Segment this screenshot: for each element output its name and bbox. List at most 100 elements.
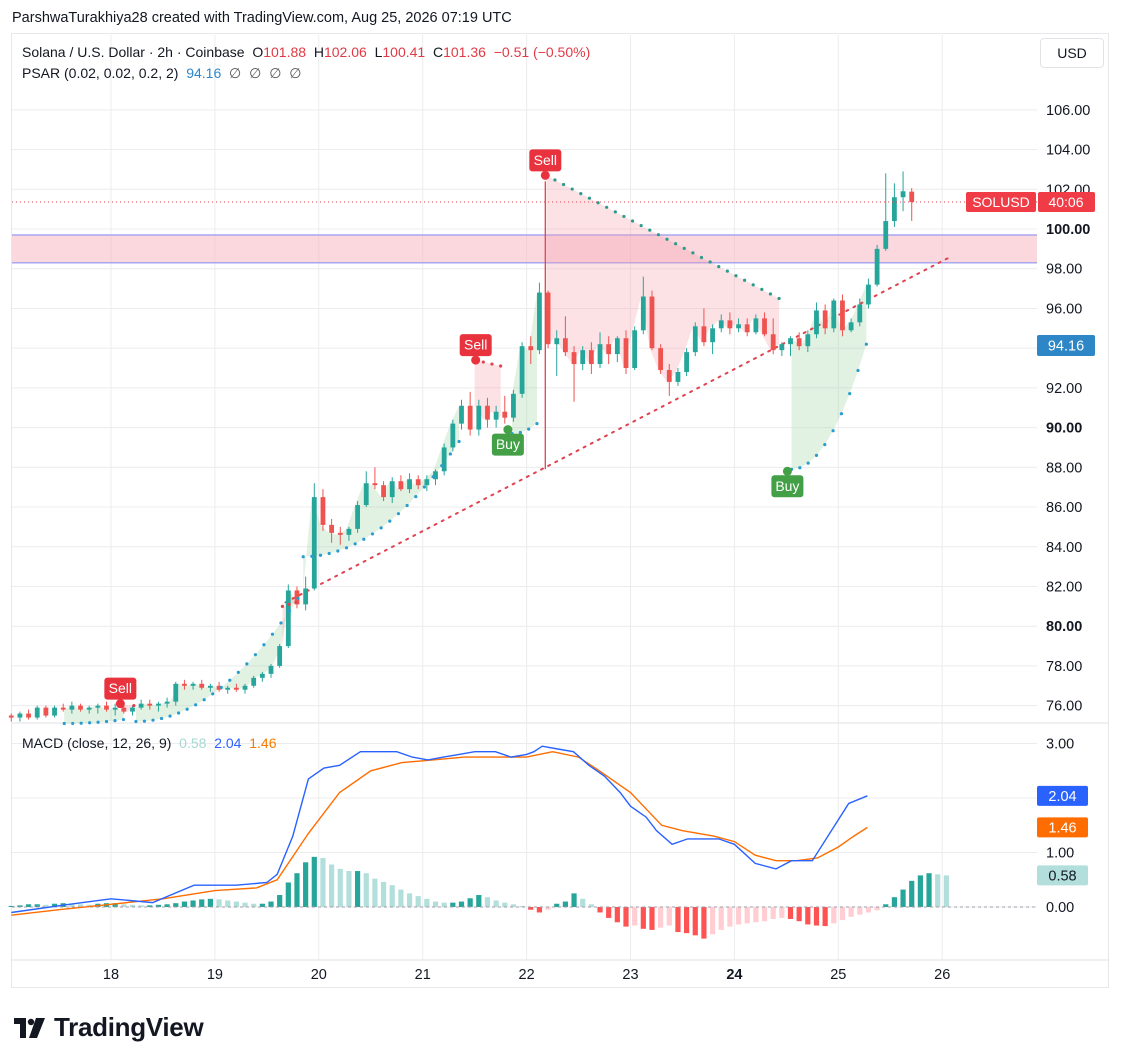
candle[interactable] [675,368,681,386]
candle[interactable] [571,346,577,402]
candle[interactable] [493,405,499,428]
candle[interactable] [718,314,724,333]
candle[interactable] [554,330,560,376]
candle[interactable] [614,336,620,363]
currency-button[interactable]: USD [1040,38,1104,68]
candle[interactable] [389,477,395,504]
candle[interactable] [753,314,759,335]
candle[interactable] [311,483,317,591]
candle[interactable] [476,399,482,436]
buy-signal[interactable]: Buy [491,425,524,456]
candle[interactable] [190,681,196,690]
candle[interactable] [814,302,819,339]
candle[interactable] [892,183,897,228]
candle[interactable] [666,364,672,396]
candle[interactable] [78,703,83,712]
candle[interactable] [701,308,707,347]
candle[interactable] [537,282,542,355]
candle[interactable] [632,326,638,371]
candle[interactable] [485,397,490,428]
candle[interactable] [355,501,360,533]
candle[interactable] [259,671,265,682]
candle[interactable] [710,324,715,355]
candle[interactable] [831,298,837,333]
candle[interactable] [398,475,404,492]
candle[interactable] [744,318,750,337]
candle[interactable] [346,526,352,541]
candle[interactable] [658,344,664,374]
candle[interactable] [883,173,889,251]
candle[interactable] [207,683,213,692]
candle[interactable] [502,395,508,424]
candle[interactable] [225,685,231,694]
candle[interactable] [467,391,473,436]
buy-signal[interactable]: Buy [771,466,804,498]
candle[interactable] [562,316,568,357]
candle[interactable] [788,336,793,357]
candle[interactable] [848,318,854,333]
candle[interactable] [727,312,733,335]
candle[interactable] [17,711,23,722]
candle[interactable] [130,705,135,716]
candle[interactable] [588,342,594,374]
candle[interactable] [233,683,239,692]
candle[interactable] [545,290,551,349]
candle[interactable] [407,473,412,494]
candle[interactable] [580,346,586,371]
candle[interactable] [147,699,153,710]
candle[interactable] [528,336,534,365]
candle[interactable] [337,526,343,545]
candle[interactable] [112,703,118,716]
candle[interactable] [450,419,456,452]
candle[interactable] [86,705,92,714]
candle[interactable] [623,330,629,374]
candle[interactable] [736,318,741,333]
candle[interactable] [424,475,430,492]
candle[interactable] [874,244,880,287]
candle[interactable] [164,697,170,708]
candle[interactable] [329,518,335,543]
candle[interactable] [95,703,101,714]
candle[interactable] [805,330,811,353]
candle[interactable] [519,342,525,398]
candle[interactable] [69,701,75,714]
candle[interactable] [34,705,40,720]
sell-signal[interactable]: Sell [459,334,492,365]
candle[interactable] [60,703,66,712]
candle[interactable] [796,332,802,351]
candle[interactable] [511,389,516,422]
candle[interactable] [242,683,248,694]
candle[interactable] [762,312,767,337]
candle[interactable] [372,467,378,490]
candle[interactable] [251,675,257,688]
candle[interactable] [857,298,863,327]
candle[interactable] [363,471,369,508]
candle[interactable] [138,699,144,710]
candle[interactable] [909,188,915,221]
candle[interactable] [26,709,31,720]
candle[interactable] [285,584,291,649]
candle[interactable] [822,304,828,335]
candle[interactable] [320,489,326,531]
candle[interactable] [216,681,222,692]
candle[interactable] [597,332,603,369]
candle[interactable] [840,294,845,337]
candle[interactable] [415,475,421,490]
candle[interactable] [441,443,447,476]
candle[interactable] [459,399,464,430]
candle[interactable] [606,336,612,365]
candle[interactable] [8,713,14,722]
candle[interactable] [649,290,655,351]
candle[interactable] [173,681,179,706]
candle[interactable] [770,318,776,355]
candle[interactable] [199,679,205,690]
candle[interactable] [277,644,283,668]
sell-signal[interactable]: Sell [104,677,137,709]
candle[interactable] [303,576,309,611]
candle[interactable] [156,701,161,712]
candle[interactable] [684,348,690,376]
candle[interactable] [104,701,109,712]
candle[interactable] [779,342,785,357]
candle[interactable] [268,663,274,678]
candle[interactable] [182,679,187,690]
